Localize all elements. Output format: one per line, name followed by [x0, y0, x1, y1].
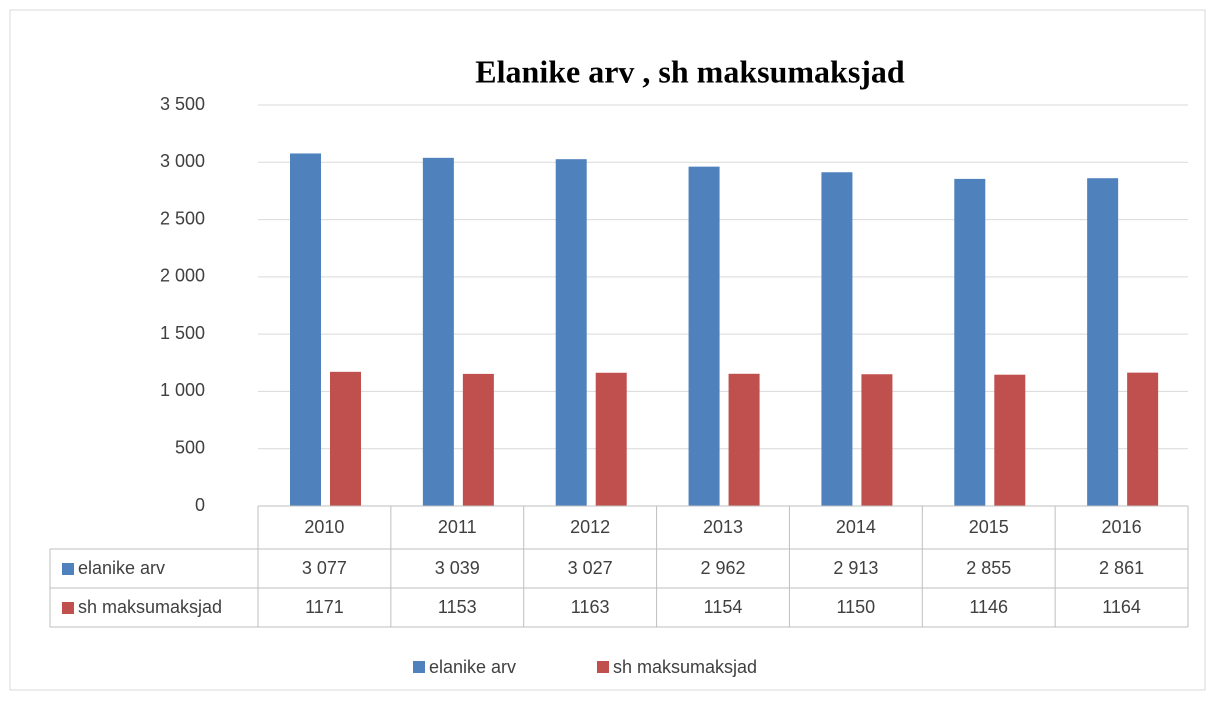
table-value: 2 855 [966, 558, 1011, 578]
table-legend-key [62, 563, 74, 575]
y-tick-label: 3 500 [160, 94, 205, 114]
y-tick-label: 1 500 [160, 323, 205, 343]
bar [688, 166, 720, 506]
table-legend-key [62, 602, 74, 614]
table-value: 2 913 [833, 558, 878, 578]
x-tick-label: 2010 [304, 517, 344, 537]
bar [330, 371, 361, 506]
table-value: 1164 [1102, 597, 1141, 617]
legend-key [413, 661, 425, 673]
x-tick-label: 2014 [836, 517, 876, 537]
table-value: 2 962 [700, 558, 745, 578]
y-tick-label: 500 [175, 437, 205, 457]
bar [994, 374, 1026, 506]
table-value: 2 861 [1099, 558, 1144, 578]
table-value: 1146 [969, 597, 1008, 617]
table-row-header: elanike arv [78, 558, 165, 578]
y-tick-label: 2 000 [160, 266, 205, 286]
table-value: 1171 [305, 597, 344, 617]
legend-label: sh maksumaksjad [613, 657, 757, 677]
bar [462, 373, 494, 506]
y-tick-label: 1 000 [160, 380, 205, 400]
bar [1087, 178, 1119, 507]
bar [728, 373, 760, 506]
x-tick-label: 2012 [570, 517, 610, 537]
legend-key [597, 661, 609, 673]
table-value: 1150 [836, 597, 875, 617]
bar [595, 372, 627, 506]
table-row-header: sh maksumaksjad [78, 597, 222, 617]
bar [555, 159, 587, 506]
y-tick-label: 3 000 [160, 151, 205, 171]
legend-label: elanike arv [429, 657, 516, 677]
bar [821, 172, 853, 507]
bar [861, 374, 893, 506]
chart-title: Elanike arv , sh maksumaksjad [475, 53, 905, 89]
bar [954, 178, 986, 507]
bar [422, 157, 454, 506]
table-value: 1154 [704, 597, 743, 617]
x-tick-label: 2016 [1102, 517, 1142, 537]
bar [1127, 372, 1159, 506]
y-tick-label: 0 [195, 495, 205, 515]
table-value: 1153 [438, 597, 477, 617]
x-tick-label: 2011 [438, 517, 477, 537]
table-value: 1163 [571, 597, 610, 617]
x-tick-label: 2015 [969, 517, 1009, 537]
y-tick-label: 2 500 [160, 208, 205, 228]
chart-border [9, 9, 1206, 691]
bar [290, 153, 321, 506]
x-tick-label: 2013 [703, 517, 743, 537]
table-value: 3 039 [435, 558, 480, 578]
table-value: 3 077 [302, 558, 347, 578]
table-value: 3 027 [568, 558, 613, 578]
